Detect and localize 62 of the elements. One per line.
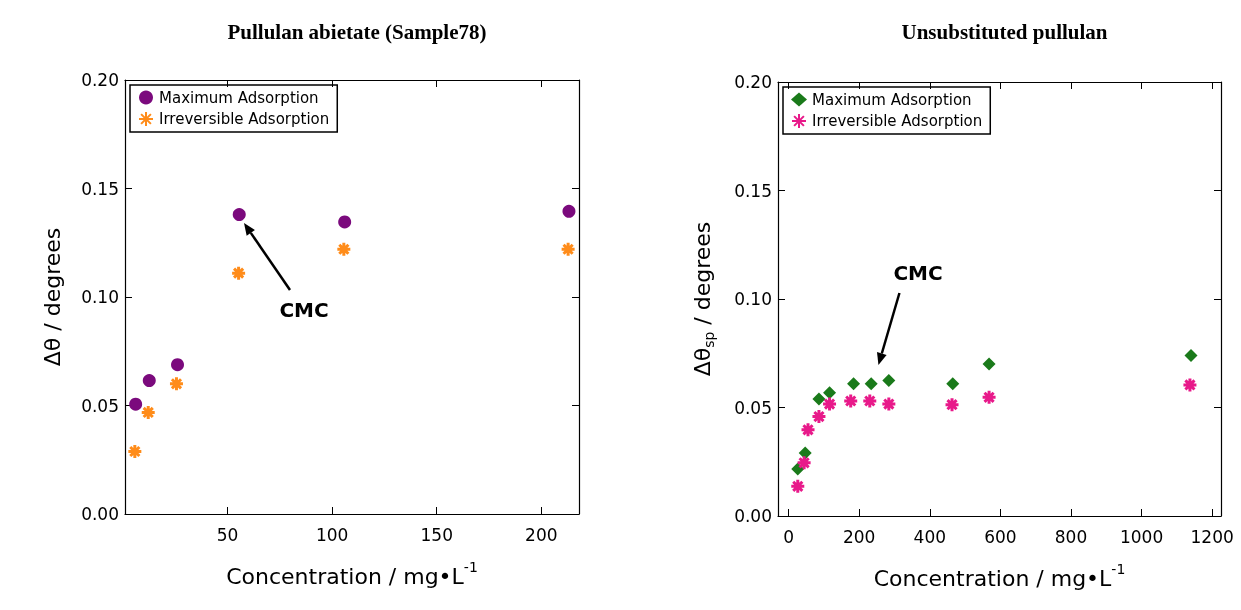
point bbox=[126, 443, 143, 460]
x-tick-label: 1000 bbox=[1119, 526, 1164, 547]
legend-label: Irreversible Adsorption bbox=[159, 110, 330, 128]
y-tick-label: 0.05 bbox=[81, 395, 119, 416]
x-tick-label: 400 bbox=[913, 526, 947, 547]
point bbox=[1181, 376, 1198, 393]
x-tick-label: 800 bbox=[1054, 526, 1088, 547]
chart-title: Pullulan abietate (Sample78) bbox=[227, 19, 487, 44]
legend-label: Maximum Adsorption bbox=[159, 88, 319, 107]
point bbox=[560, 241, 577, 258]
point bbox=[140, 404, 157, 421]
x-tick-label: 0 bbox=[783, 526, 794, 547]
legend-label: Irreversible Adsorption bbox=[812, 112, 983, 130]
point bbox=[562, 204, 576, 218]
y-tick-label: 0.20 bbox=[734, 72, 772, 92]
x-tick-label: 200 bbox=[842, 526, 876, 547]
point bbox=[821, 396, 838, 413]
x-tick-label: 1200 bbox=[1190, 526, 1234, 547]
point bbox=[823, 386, 837, 400]
point bbox=[796, 454, 813, 471]
point bbox=[168, 375, 185, 392]
point bbox=[882, 374, 896, 388]
point bbox=[847, 377, 861, 391]
legend-label: Maximum Adsorption bbox=[812, 90, 972, 109]
point bbox=[142, 374, 156, 388]
y-tick-label: 0.00 bbox=[81, 504, 119, 524]
x-tick-label: 150 bbox=[420, 524, 453, 545]
y-tick-label: 0.10 bbox=[734, 289, 772, 309]
x-tick-label: 50 bbox=[216, 524, 239, 545]
y-axis-title: Δθsp / degrees bbox=[689, 221, 717, 377]
point bbox=[861, 392, 878, 409]
point bbox=[842, 392, 859, 409]
x-tick-label: 200 bbox=[525, 524, 558, 545]
point bbox=[789, 478, 806, 495]
point bbox=[129, 397, 143, 411]
point bbox=[946, 377, 960, 391]
annotation: CMC bbox=[279, 298, 329, 322]
y-tick-label: 0.20 bbox=[81, 70, 119, 90]
point bbox=[880, 396, 897, 413]
annotation: CMC bbox=[893, 261, 943, 285]
y-tick-label: 0.15 bbox=[734, 180, 772, 201]
point bbox=[864, 377, 878, 391]
y-tick-label: 0.15 bbox=[81, 178, 119, 199]
y-tick-label: 0.05 bbox=[734, 397, 772, 418]
point bbox=[981, 389, 998, 406]
point bbox=[800, 421, 816, 438]
point bbox=[338, 215, 352, 229]
point bbox=[810, 408, 827, 425]
y-axis-title: Δθ / degrees bbox=[39, 227, 65, 367]
point bbox=[230, 265, 247, 282]
y-tick-label: 0.00 bbox=[734, 506, 772, 526]
x-tick-label: 100 bbox=[315, 524, 349, 545]
point bbox=[812, 392, 826, 406]
point bbox=[1184, 348, 1198, 362]
y-tick-label: 0.10 bbox=[81, 287, 119, 307]
chart-title: Unsubstituted pullulan bbox=[901, 19, 1108, 44]
point bbox=[982, 357, 996, 371]
point bbox=[232, 208, 246, 222]
point bbox=[335, 241, 352, 258]
x-tick-label: 600 bbox=[984, 526, 1017, 547]
point bbox=[171, 358, 185, 372]
point bbox=[944, 396, 961, 413]
